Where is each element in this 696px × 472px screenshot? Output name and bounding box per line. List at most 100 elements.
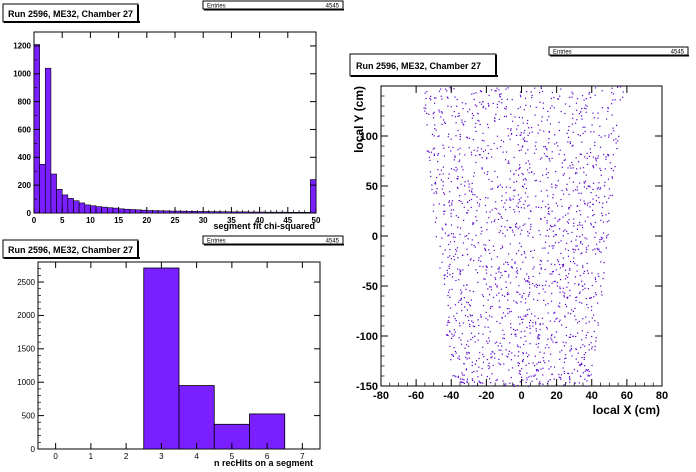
xy-point	[575, 245, 577, 247]
xy-point	[550, 337, 552, 339]
xy-point	[612, 169, 615, 172]
xy-point	[520, 376, 523, 378]
xy-point	[556, 205, 559, 207]
xy-point	[585, 111, 587, 113]
xy-point	[545, 173, 547, 175]
xy-point	[505, 286, 507, 289]
xy-point	[460, 343, 463, 345]
xy-point	[479, 123, 481, 126]
xy-point	[454, 304, 457, 306]
xy-point	[504, 159, 507, 161]
xy-point	[486, 375, 488, 378]
xy-point	[552, 270, 555, 273]
xy-point	[499, 96, 501, 98]
xy-point	[441, 261, 443, 263]
xy-point	[499, 363, 502, 366]
xy-point	[441, 111, 443, 113]
xy-point	[597, 273, 599, 275]
xy-point	[472, 321, 474, 323]
xy-point	[565, 248, 567, 250]
xy-point	[459, 233, 461, 236]
xy-point	[490, 289, 493, 291]
xy-point	[528, 276, 530, 278]
xy-point	[467, 264, 470, 266]
xy-point	[502, 312, 504, 314]
xy-point	[468, 190, 471, 192]
xy-point	[488, 239, 490, 241]
xy-point	[599, 250, 601, 252]
xy-point	[603, 185, 606, 187]
xy-point	[572, 113, 574, 115]
xy-point	[448, 243, 450, 246]
xy-point	[542, 383, 544, 385]
x-tick-label: 6	[265, 452, 270, 461]
xy-point	[533, 152, 536, 154]
xy-point	[562, 265, 564, 268]
xy-point	[588, 91, 591, 94]
xy-point	[529, 163, 531, 165]
xy-point	[578, 161, 580, 163]
xy-point	[473, 149, 475, 151]
xy-point	[528, 277, 530, 280]
xy-point	[448, 146, 450, 148]
xy-point	[479, 351, 481, 354]
chi2-bar	[101, 206, 108, 214]
xy-point	[455, 352, 457, 354]
xy-point	[554, 170, 557, 173]
chi2-bar	[287, 212, 294, 214]
xy-point	[474, 246, 476, 248]
xy-point	[504, 270, 506, 273]
xy-point	[492, 102, 494, 105]
xy-point	[480, 316, 482, 318]
xy-point	[452, 233, 455, 235]
xy-point	[455, 320, 457, 322]
xy-point	[529, 228, 531, 230]
xy-point	[451, 333, 453, 335]
xy-point	[572, 117, 574, 120]
xy-point	[464, 181, 466, 183]
xy-point	[592, 164, 594, 167]
xy-point	[555, 331, 558, 333]
xy-point	[517, 365, 520, 367]
xy-point	[551, 334, 553, 336]
xy-point	[459, 325, 461, 327]
xy-point	[594, 253, 597, 255]
xy-point	[514, 355, 516, 357]
xy-point	[447, 136, 449, 138]
xy-point	[547, 213, 549, 215]
xy-point	[513, 173, 515, 175]
xy-point	[459, 227, 462, 229]
xy-point	[479, 265, 481, 268]
xy-point	[502, 337, 504, 339]
xy-point	[470, 198, 473, 201]
xy-point	[521, 185, 524, 187]
xy-point	[547, 203, 549, 206]
xy-point	[585, 369, 587, 371]
xy-point	[504, 384, 506, 386]
xy-point	[560, 378, 562, 380]
xy-point	[610, 133, 612, 135]
chi2-bar	[281, 211, 289, 214]
xy-point	[466, 301, 468, 303]
xy-point	[462, 108, 464, 110]
xy-point	[539, 383, 541, 385]
xy-point	[451, 204, 453, 206]
xy-point	[519, 370, 521, 372]
xy-point	[594, 292, 597, 294]
xy-point	[593, 131, 595, 133]
xy-point	[471, 371, 473, 374]
xy-point	[597, 112, 599, 114]
xy-point	[530, 313, 533, 315]
chi2-bar	[180, 210, 187, 214]
xy-point	[505, 108, 507, 110]
xy-point	[564, 315, 566, 317]
chi2-bar	[174, 210, 181, 214]
xy-point	[563, 370, 565, 373]
xy-point	[528, 204, 530, 206]
nhits-bar	[143, 267, 180, 450]
xy-point	[522, 224, 524, 226]
xy-point	[456, 105, 458, 107]
xy-point	[444, 274, 446, 276]
xy-point	[521, 229, 523, 231]
xy-point	[572, 260, 575, 263]
